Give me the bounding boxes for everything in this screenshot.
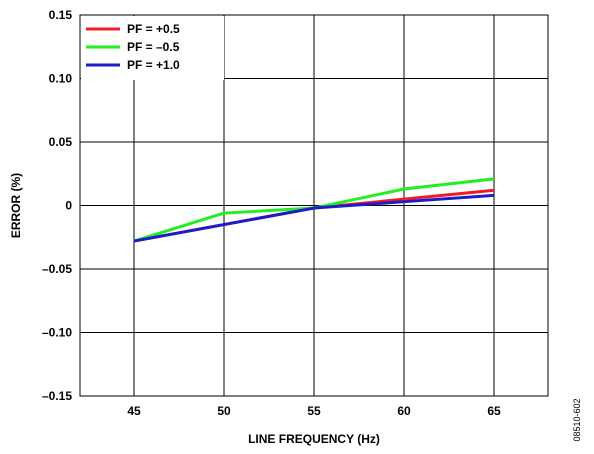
legend-label: PF = –0.5 (127, 40, 180, 54)
series-lines (133, 177, 495, 243)
legend: PF = +0.5 PF = –0.5 PF = +1.0 (81, 16, 224, 80)
figure-id: 08510-602 (572, 398, 582, 441)
x-tick-label: 60 (397, 404, 411, 418)
series-line-3 (133, 193, 495, 243)
y-tick-label: 0.05 (49, 135, 73, 149)
y-tick-label: –0.10 (42, 326, 72, 340)
y-tick-label: –0.15 (42, 389, 72, 403)
y-tick-label: 0.15 (49, 8, 73, 22)
y-axis-title: ERROR (%) (9, 173, 23, 238)
grid (80, 14, 548, 397)
legend-label: PF = +0.5 (127, 22, 180, 36)
legend-label: PF = +1.0 (127, 58, 180, 72)
x-tick-label: 50 (217, 404, 231, 418)
x-tick-label: 65 (487, 404, 501, 418)
y-tick-label: –0.05 (42, 262, 72, 276)
x-axis-title: LINE FREQUENCY (Hz) (248, 432, 380, 446)
x-axis-ticks: 45 50 55 60 65 (127, 404, 501, 418)
x-tick-label: 55 (307, 404, 321, 418)
y-tick-label: 0.10 (49, 72, 73, 86)
y-axis-ticks: –0.15 –0.10 –0.05 0 0.05 0.10 0.15 (42, 8, 72, 403)
plot-frame (79, 14, 549, 397)
x-tick-label: 45 (127, 404, 141, 418)
y-tick-label: 0 (65, 199, 72, 213)
